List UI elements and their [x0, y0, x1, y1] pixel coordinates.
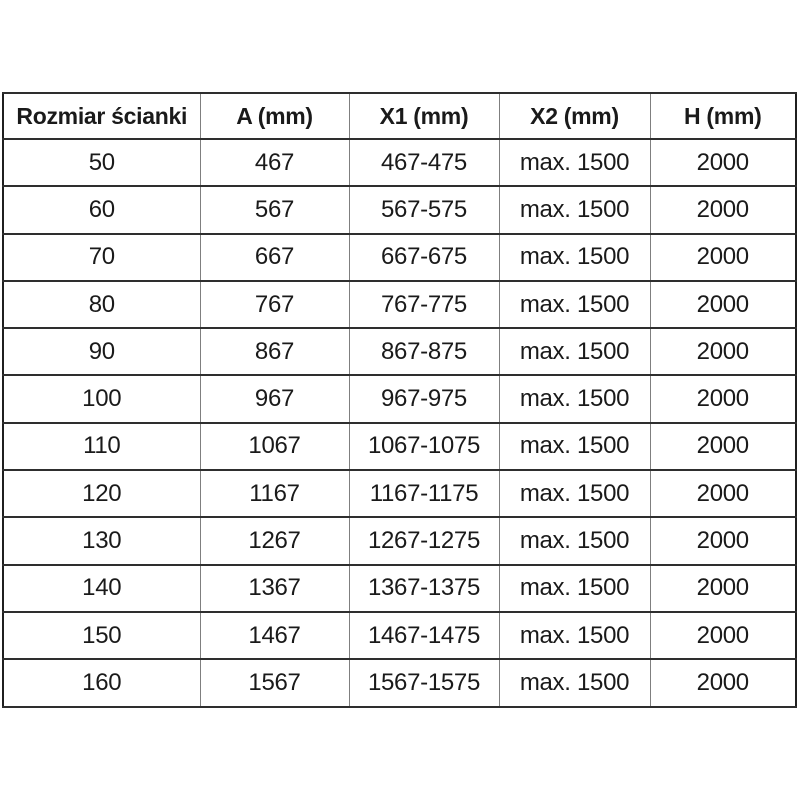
table-cell: 1067: [199, 421, 350, 472]
table-cell: 2000: [649, 469, 797, 519]
header-row: Rozmiar ścianki A (mm) X1 (mm) X2 (mm) H (mm…: [2, 92, 797, 140]
table-row: 60 567 567-575 max. 1500 2000: [2, 185, 797, 235]
table-cell: max. 1500: [498, 232, 651, 282]
table-row: 110 1067 1067-1075 max. 1500 2000: [2, 421, 797, 472]
table-cell: max. 1500: [498, 658, 651, 708]
table-cell: max. 1500: [498, 421, 651, 472]
column-header: A (mm): [199, 92, 350, 140]
table-row: 160 1567 1567-1575 max. 1500 2000: [2, 658, 797, 708]
table-cell: 2000: [649, 374, 797, 424]
table-head: Rozmiar ścianki A (mm) X1 (mm) X2 (mm) H (mm…: [2, 92, 797, 140]
table-row: 50 467 467-475 max. 1500 2000: [2, 137, 797, 188]
table-cell: 567-575: [348, 185, 500, 235]
table-cell: 667: [199, 232, 350, 282]
table-row: 140 1367 1367-1375 max. 1500 2000: [2, 563, 797, 613]
table-cell: 100: [2, 374, 201, 424]
table-cell: 2000: [649, 137, 797, 188]
column-header: H (mm): [649, 92, 797, 140]
table-cell: 767: [199, 279, 350, 330]
table-row: 80 767 767-775 max. 1500 2000: [2, 279, 797, 330]
table-cell: 2000: [649, 516, 797, 566]
table-cell: 1367-1375: [348, 563, 500, 613]
column-header: X2 (mm): [498, 92, 651, 140]
table-cell: 1267-1275: [348, 516, 500, 566]
table-cell: 50: [2, 137, 201, 188]
table-cell: 567: [199, 185, 350, 235]
table-cell: max. 1500: [498, 469, 651, 519]
table-cell: 2000: [649, 658, 797, 708]
table-row: 70 667 667-675 max. 1500 2000: [2, 232, 797, 282]
column-header: Rozmiar ścianki: [2, 92, 201, 140]
table-cell: 2000: [649, 421, 797, 472]
column-header: X1 (mm): [348, 92, 500, 140]
table-cell: max. 1500: [498, 374, 651, 424]
size-table-container: Rozmiar ścianki A (mm) X1 (mm) X2 (mm) H (mm…: [2, 92, 797, 708]
table-body: 50 467 467-475 max. 1500 2000 60 567 567-575 max…: [2, 137, 797, 708]
table-cell: 1267: [199, 516, 350, 566]
table-cell: max. 1500: [498, 185, 651, 235]
table-row: 120 1167 1167-1175 max. 1500 2000: [2, 469, 797, 519]
table-cell: 2000: [649, 232, 797, 282]
table-cell: 2000: [649, 563, 797, 613]
table-cell: 867: [199, 327, 350, 377]
table-cell: max. 1500: [498, 137, 651, 188]
table-cell: 867-875: [348, 327, 500, 377]
table-cell: 1467-1475: [348, 610, 500, 661]
table-cell: 1367: [199, 563, 350, 613]
table-cell: 467: [199, 137, 350, 188]
table-cell: 110: [2, 421, 201, 472]
table-cell: 1167: [199, 469, 350, 519]
table-cell: 767-775: [348, 279, 500, 330]
table-cell: 160: [2, 658, 201, 708]
table-cell: 90: [2, 327, 201, 377]
size-table: Rozmiar ścianki A (mm) X1 (mm) X2 (mm) H (mm…: [2, 92, 797, 708]
table-cell: 150: [2, 610, 201, 661]
table-cell: 1167-1175: [348, 469, 500, 519]
table-row: 100 967 967-975 max. 1500 2000: [2, 374, 797, 424]
table-cell: max. 1500: [498, 516, 651, 566]
table-row: 130 1267 1267-1275 max. 1500 2000: [2, 516, 797, 566]
table-row: 150 1467 1467-1475 max. 1500 2000: [2, 610, 797, 661]
table-cell: 2000: [649, 185, 797, 235]
table-cell: 120: [2, 469, 201, 519]
table-cell: 70: [2, 232, 201, 282]
table-cell: max. 1500: [498, 279, 651, 330]
table-row: 90 867 867-875 max. 1500 2000: [2, 327, 797, 377]
table-cell: 2000: [649, 610, 797, 661]
table-cell: 467-475: [348, 137, 500, 188]
table-cell: 80: [2, 279, 201, 330]
table-cell: 667-675: [348, 232, 500, 282]
table-cell: 1067-1075: [348, 421, 500, 472]
table-cell: max. 1500: [498, 610, 651, 661]
table-cell: 1567-1575: [348, 658, 500, 708]
table-cell: 967-975: [348, 374, 500, 424]
table-cell: max. 1500: [498, 563, 651, 613]
table-cell: 2000: [649, 327, 797, 377]
table-cell: max. 1500: [498, 327, 651, 377]
table-cell: 2000: [649, 279, 797, 330]
table-cell: 140: [2, 563, 201, 613]
table-cell: 60: [2, 185, 201, 235]
table-cell: 130: [2, 516, 201, 566]
table-cell: 967: [199, 374, 350, 424]
table-cell: 1567: [199, 658, 350, 708]
table-cell: 1467: [199, 610, 350, 661]
